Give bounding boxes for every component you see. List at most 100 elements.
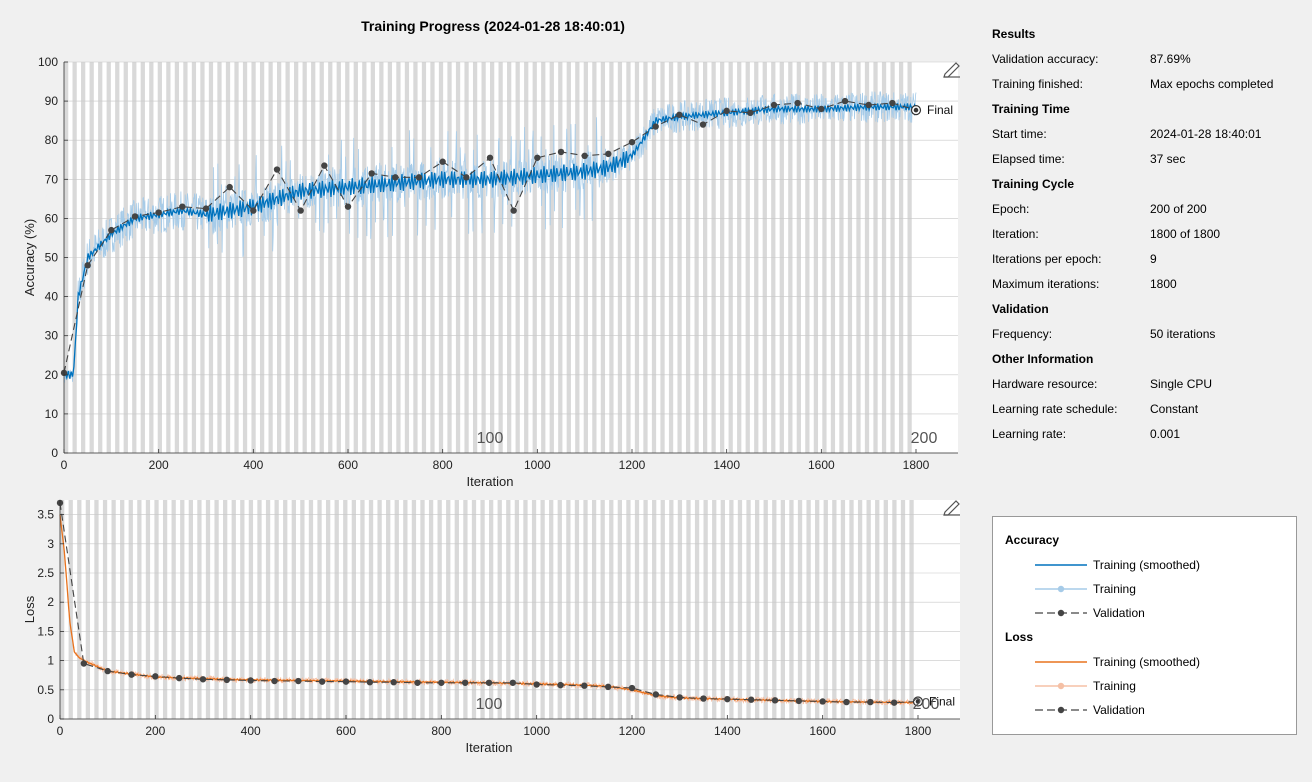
info-value: Single CPU — [1150, 377, 1213, 391]
validation-point — [581, 682, 588, 689]
legend-accuracy-smoothed: Training (smoothed) — [1035, 555, 1200, 575]
epoch-band — [403, 500, 408, 719]
validation-point — [273, 166, 281, 173]
epoch-band — [583, 500, 588, 719]
dashed-marker-swatch-icon — [1035, 609, 1087, 617]
validation-point — [250, 207, 257, 214]
x-tick-label: 1000 — [523, 724, 550, 738]
info-label: Learning rate schedule: — [992, 402, 1118, 416]
epoch-band — [566, 500, 571, 719]
epoch-band — [883, 500, 888, 719]
info-value: 37 sec — [1150, 152, 1186, 166]
epoch-band — [471, 500, 477, 719]
x-tick-label: 400 — [243, 458, 263, 472]
epoch-band — [265, 500, 271, 719]
info-label: Start time: — [992, 127, 1047, 141]
accuracy-plot[interactable]: Final 100 200 0 10 20 30 40 50 60 70 80 90 100 0 200 400… — [0, 0, 975, 495]
epoch-band — [737, 500, 743, 719]
loss-plot[interactable]: Final 100 200 0 0.5 1 1.5 2 2.5 3 3.5 0 200 400 600 800… — [0, 0, 975, 770]
epoch-band — [162, 500, 168, 719]
validation-point — [247, 677, 254, 684]
x-tick-label: 800 — [431, 724, 451, 738]
info-value: 1800 of 1800 — [1150, 227, 1221, 241]
validation-point — [605, 150, 612, 158]
info-label: Learning rate: — [992, 427, 1067, 441]
epoch-band — [411, 500, 417, 719]
epoch-band — [489, 500, 494, 719]
x-tick-label: 1800 — [905, 724, 932, 738]
x-tick-label: 600 — [336, 724, 356, 738]
epoch-band — [754, 500, 760, 719]
legend-label: Training (smoothed) — [1093, 655, 1200, 669]
epoch-band — [231, 500, 236, 719]
hardware-resource-row: Hardware resource: Single CPU — [992, 374, 1302, 399]
validation-point — [890, 699, 898, 706]
start-time-row: Start time: 2024-01-28 18:40:01 — [992, 124, 1302, 149]
training-progress-title: Training Progress (2024-01-28 18:40:01) — [361, 18, 625, 34]
epoch-band — [111, 500, 116, 719]
info-value: 50 iterations — [1150, 327, 1216, 341]
epoch-band — [703, 500, 708, 719]
info-label: Training finished: — [992, 77, 1083, 91]
training-time-heading: Training Time — [992, 102, 1070, 116]
validation-point — [794, 99, 801, 107]
y-tick-label: 30 — [45, 329, 59, 343]
learning-rate-row: Learning rate: 0.001 — [992, 424, 1302, 449]
legend-label: Validation — [1093, 703, 1145, 717]
validation-point — [342, 678, 350, 685]
validation-point — [676, 111, 683, 118]
legend-accuracy-validation: Validation — [1035, 603, 1145, 623]
maximum-iterations-row: Maximum iterations: 1800 — [992, 274, 1302, 299]
validation-point — [652, 691, 660, 698]
epoch-band — [94, 500, 99, 719]
epoch-band — [334, 500, 339, 719]
validation-point — [889, 99, 896, 107]
legend-loss-validation: Validation — [1035, 700, 1145, 720]
edit-plot-icon — [943, 500, 960, 516]
epoch-band — [420, 500, 425, 719]
epoch-band — [772, 500, 777, 719]
x-tick-label: 1600 — [808, 458, 835, 472]
validation-accuracy-row: Validation accuracy: 87.69% — [992, 49, 1302, 74]
epoch-band — [643, 500, 648, 719]
y-tick-label: 100 — [38, 55, 58, 69]
x-tick-label: 1400 — [713, 458, 740, 472]
y-axis-label: Loss — [22, 595, 37, 623]
validation-point — [152, 673, 159, 680]
x-tick-label: 800 — [433, 458, 453, 472]
epoch-band — [660, 500, 665, 719]
epoch-band — [763, 500, 768, 719]
validation-heading: Validation — [992, 302, 1049, 316]
legend-label: Training — [1093, 679, 1136, 693]
validation-point — [699, 121, 707, 128]
validation-point — [510, 207, 517, 214]
validation-point — [226, 183, 233, 191]
validation-point — [747, 109, 754, 117]
info-value: Max epochs completed — [1150, 77, 1274, 91]
epoch-band — [257, 500, 262, 719]
validation-point — [628, 684, 636, 692]
y-tick-label: 2.5 — [37, 566, 54, 580]
epoch-band — [531, 500, 537, 719]
line-marker-swatch-icon — [1035, 682, 1087, 690]
dashed-marker-swatch-icon — [1035, 706, 1087, 714]
epoch-band — [694, 500, 700, 719]
epoch-band — [866, 500, 871, 719]
epoch-band — [789, 500, 794, 719]
epoch-band — [377, 500, 382, 719]
accuracy-edit-plot-button[interactable] — [942, 60, 962, 78]
training-line — [64, 91, 917, 383]
loss-edit-plot-button[interactable] — [942, 498, 962, 516]
epoch-band — [291, 500, 296, 719]
epoch-band — [823, 500, 828, 719]
y-tick-label: 2 — [47, 595, 54, 609]
validation-point — [795, 697, 803, 705]
epoch-band — [849, 500, 854, 719]
epoch-band — [591, 500, 597, 719]
validation-point — [557, 148, 565, 156]
validation-point — [461, 679, 469, 686]
info-value: 1800 — [1150, 277, 1177, 291]
epoch-band — [806, 500, 811, 719]
validation-point — [463, 174, 470, 181]
validation-point — [271, 677, 278, 685]
